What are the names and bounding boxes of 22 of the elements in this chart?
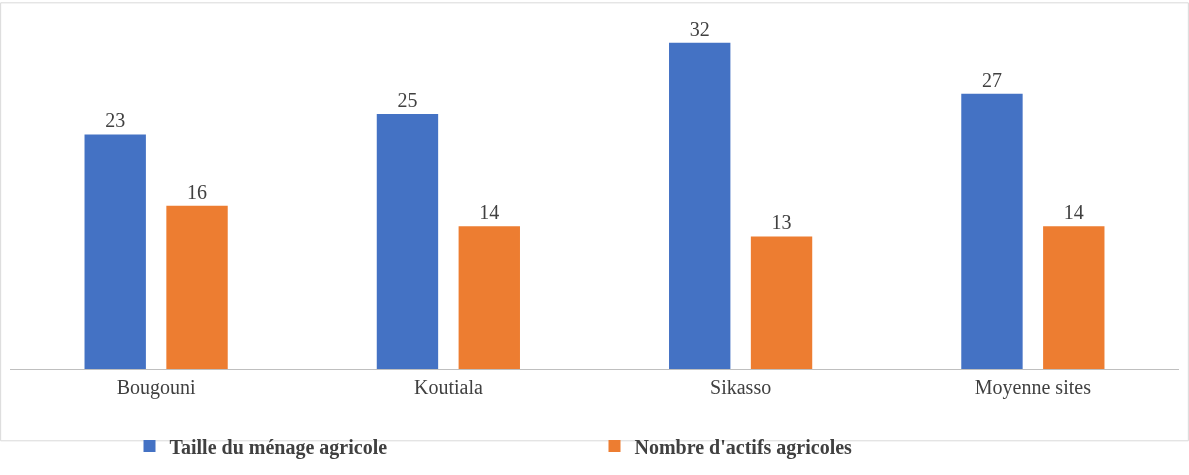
x-tick-label: Sikasso bbox=[710, 376, 772, 398]
data-label: 27 bbox=[981, 68, 1002, 91]
x-tick-label: Koutiala bbox=[413, 376, 483, 398]
data-label: 13 bbox=[771, 211, 792, 234]
legend-label: Nombre d'actifs agricoles bbox=[634, 435, 853, 459]
data-label: 14 bbox=[1063, 201, 1084, 224]
bar bbox=[669, 42, 731, 369]
data-label: 16 bbox=[187, 180, 208, 203]
bar bbox=[961, 93, 1023, 369]
x-tick-label: Bougouni bbox=[116, 376, 197, 399]
bar bbox=[376, 114, 439, 369]
bar bbox=[458, 226, 520, 369]
data-label: 25 bbox=[397, 89, 418, 112]
bar bbox=[1043, 226, 1105, 369]
bar bbox=[750, 236, 813, 369]
x-tick-label: Moyenne sites bbox=[974, 376, 1092, 399]
bar bbox=[166, 205, 228, 369]
data-label: 14 bbox=[479, 201, 500, 224]
legend-label: Taille du ménage agricole bbox=[169, 435, 388, 459]
bar bbox=[84, 134, 146, 369]
data-label: 23 bbox=[105, 109, 126, 132]
data-label: 32 bbox=[689, 17, 710, 40]
